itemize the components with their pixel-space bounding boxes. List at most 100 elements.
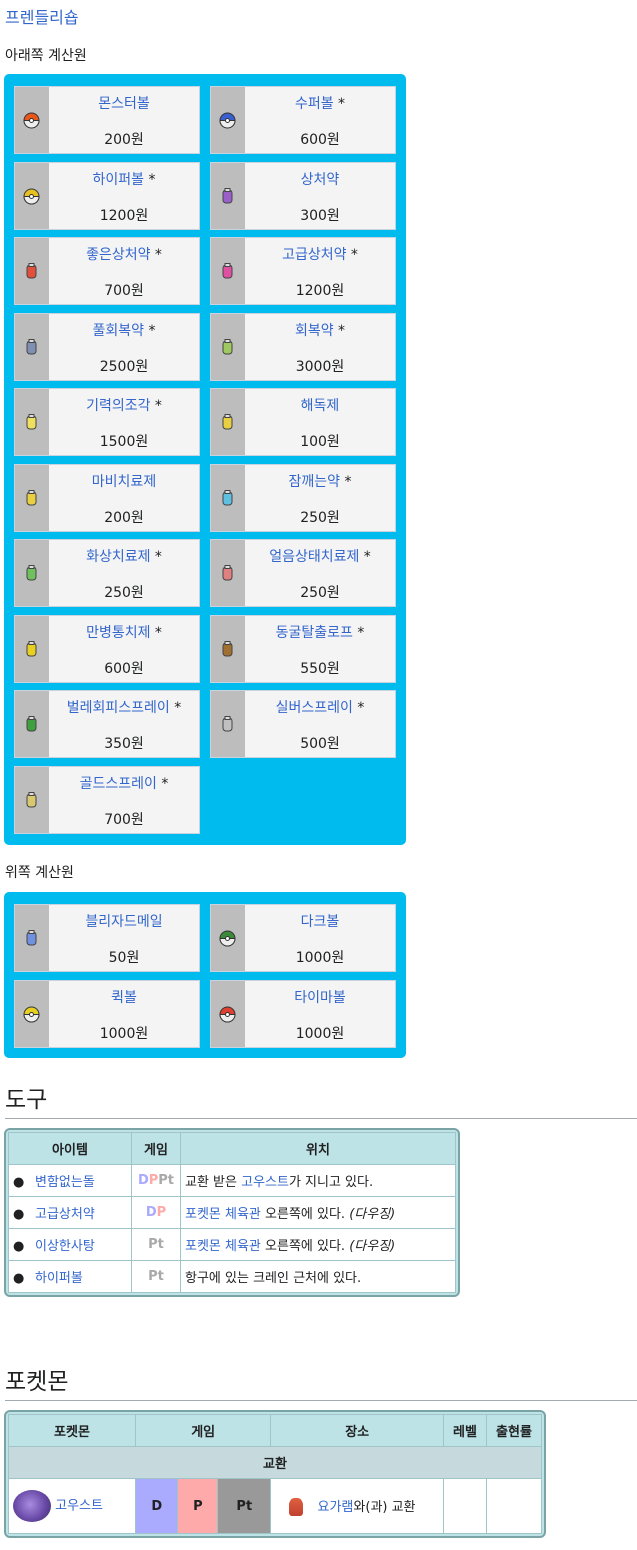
dusk-ball-icon — [219, 930, 236, 947]
item-price: 1200원 — [99, 207, 149, 224]
item-link[interactable]: 해독제 — [300, 398, 340, 414]
burn-heal-icon — [23, 565, 40, 582]
item-link[interactable]: 회복약 — [294, 322, 334, 339]
machop-icon — [289, 1498, 304, 1517]
item-star: * — [333, 322, 346, 339]
max-repel-icon — [23, 791, 40, 809]
shop-item: 타이마볼 1000원 — [210, 979, 396, 1048]
place-link[interactable]: 요가램 — [317, 1499, 354, 1515]
item-link[interactable]: 고급상처약 — [35, 1207, 95, 1222]
game-pt: Pt — [217, 1478, 272, 1534]
item-star: * — [346, 247, 358, 263]
location-note: (다우징) — [349, 1207, 396, 1222]
item-star: * — [150, 549, 162, 565]
item-price: 2500원 — [99, 358, 149, 375]
item-link[interactable]: 동굴탈출로프 — [275, 624, 353, 641]
item-star: * — [144, 171, 156, 188]
item-link[interactable]: 벌레회피스프레이 — [66, 700, 170, 716]
location-link[interactable]: 포켓몬 체육관 — [185, 1239, 261, 1254]
item-link[interactable]: 화상치료제 — [86, 549, 151, 565]
item-price: 3000원 — [295, 358, 345, 375]
items-heading: 도구 — [5, 1087, 48, 1113]
item-link[interactable]: 잠깨는약 — [288, 473, 341, 490]
item-star: * — [156, 775, 169, 792]
pokemon-table: 포켓몬 게임 장소 레벨 출현률 교환 고우스트 D P Pt 요가램와(과) … — [4, 1410, 546, 1538]
item-link[interactable]: 수퍼볼 — [294, 96, 334, 112]
location-cell: 포켓몬 체육관 오른쪽에 있다. (다우징) — [180, 1228, 456, 1261]
location-cell: 교환 받은 고우스트가 지니고 있다. — [180, 1164, 456, 1197]
shop-item: 하이퍼볼 * 1200원 — [14, 161, 200, 230]
shop-item: 다크볼 1000원 — [210, 904, 396, 972]
item-price: 1000원 — [295, 950, 345, 966]
item-link[interactable]: 기력의조각 — [86, 398, 151, 414]
item-name-line: 풀회복약 * — [49, 320, 199, 340]
game-d: D — [134, 1478, 179, 1534]
item-name-line: 실버스프레이 * — [245, 697, 395, 717]
shop-item: 상처약 300원 — [210, 161, 396, 230]
item-price: 250원 — [104, 585, 144, 601]
item-link[interactable]: 풀회복약 — [92, 322, 145, 339]
items-table: 아이템 게임 위치 ● 변함없는돌 DPPt 교환 받은 고우스트가 지니고 있다. … — [4, 1128, 460, 1297]
super-ball-icon — [219, 112, 236, 129]
monster-ball-icon — [23, 112, 40, 129]
item-link[interactable]: 상처약 — [300, 171, 340, 188]
rate-cell — [486, 1478, 542, 1534]
item-link[interactable]: 실버스프레이 — [275, 700, 353, 716]
item-link[interactable]: 만병통치제 — [86, 624, 151, 641]
item-link[interactable]: 좋은상처약 — [86, 247, 151, 263]
shop-link[interactable]: 프렌들리숍 — [5, 8, 79, 27]
item-link[interactable]: 몬스터볼 — [98, 96, 150, 112]
shop-item: 수퍼볼 * 600원 — [210, 86, 396, 154]
game-pt: Pt — [148, 1269, 164, 1284]
quick-ball-icon — [23, 1006, 40, 1023]
item-price: 700원 — [104, 811, 144, 828]
rare-candy-icon: ● — [13, 1239, 25, 1254]
pokemon-link[interactable]: 고우스트 — [55, 1498, 103, 1514]
item-price: 200원 — [104, 509, 144, 526]
shop-item: 좋은상처약 * 700원 — [14, 237, 200, 305]
game-cell: DPPt — [131, 1164, 181, 1197]
location-link[interactable]: 포켓몬 체육관 — [185, 1207, 261, 1222]
mail-icon — [23, 930, 40, 947]
item-link[interactable]: 골드스프레이 — [79, 775, 157, 792]
game-p: P — [148, 1173, 159, 1188]
item-name-line: 블리자드메일 — [49, 911, 199, 931]
col-item: 아이템 — [8, 1132, 132, 1165]
timer-ball-icon — [219, 1006, 236, 1023]
item-link[interactable]: 하이퍼볼 — [92, 171, 145, 188]
item-name-line: 타이마볼 — [245, 987, 395, 1007]
shop-item: 실버스프레이 * 500원 — [210, 690, 396, 758]
level-cell — [443, 1478, 487, 1534]
item-price: 300원 — [300, 207, 340, 224]
item-link[interactable]: 변함없는돌 — [35, 1175, 95, 1190]
hyper-potion-icon — [219, 263, 236, 280]
item-link[interactable]: 타이마볼 — [294, 989, 346, 1006]
super-potion-icon — [23, 263, 40, 280]
item-cell: ● 이상한사탕 — [8, 1228, 132, 1261]
shop-item: 몬스터볼 200원 — [14, 86, 200, 154]
game-p: P — [156, 1205, 167, 1220]
item-price: 1500원 — [99, 434, 149, 450]
item-price: 600원 — [300, 132, 340, 148]
item-link[interactable]: 얼음상태치료제 — [269, 549, 360, 565]
shop-item: 풀회복약 * 2500원 — [14, 312, 200, 381]
lower-counter-title: 아래쪽 계산원 — [5, 48, 87, 64]
item-link[interactable]: 하이퍼볼 — [35, 1271, 83, 1286]
pokemon-cell: 고우스트 — [8, 1478, 136, 1534]
shop-item: 얼음상태치료제 * 250원 — [210, 539, 396, 607]
shop-item: 동굴탈출로프 * 550원 — [210, 614, 396, 683]
item-link[interactable]: 마비치료제 — [91, 473, 157, 490]
item-link[interactable]: 퀵볼 — [111, 989, 137, 1006]
location-text: 항구에 있는 크레인 근처에 있다. — [185, 1271, 362, 1286]
item-name-line: 만병통치제 * — [49, 622, 199, 642]
item-name-line: 회복약 * — [245, 320, 395, 340]
item-link[interactable]: 다크볼 — [300, 914, 340, 930]
item-link[interactable]: 고급상처약 — [282, 247, 347, 263]
item-link[interactable]: 블리자드메일 — [85, 914, 163, 930]
item-name-line: 수퍼볼 * — [245, 93, 395, 113]
item-price: 1000원 — [295, 1025, 345, 1042]
items-heading-rule — [5, 1118, 637, 1119]
location-link[interactable]: 고우스트 — [241, 1175, 289, 1190]
item-link[interactable]: 이상한사탕 — [35, 1239, 95, 1254]
item-star: * — [340, 473, 352, 490]
